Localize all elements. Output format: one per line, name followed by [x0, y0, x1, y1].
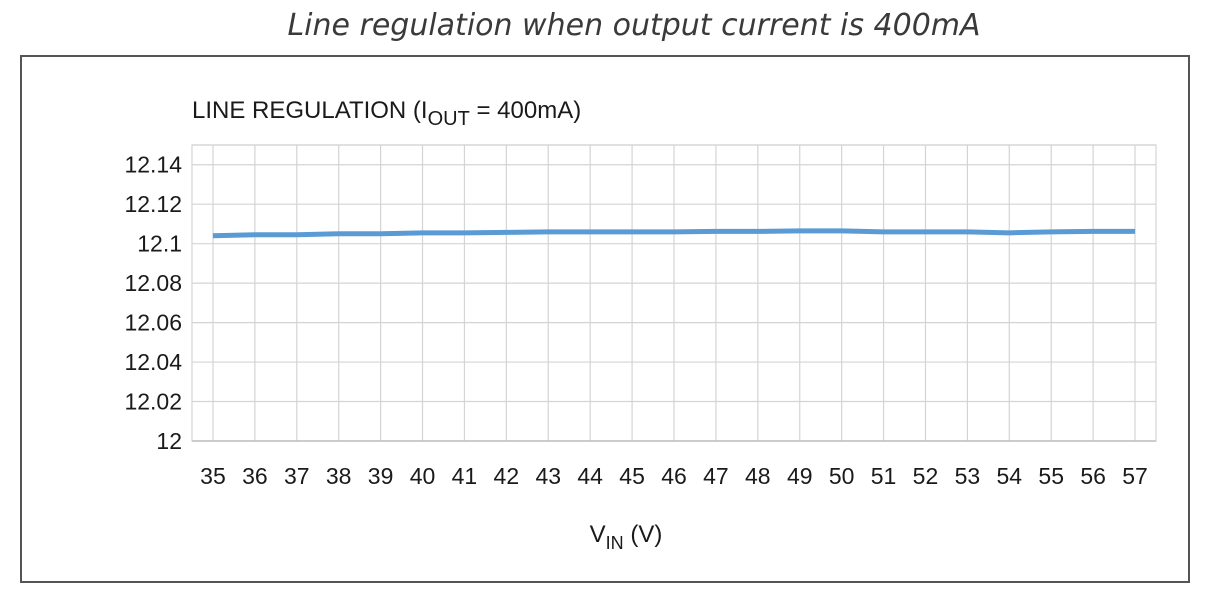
- x-tick-label: 39: [368, 463, 394, 489]
- chart-grid: [191, 144, 1157, 442]
- x-tick-label: 55: [1038, 463, 1064, 489]
- y-axis-ticks: 12 12.02 12.04 12.06 12.08 12.1 12.12 12.14: [124, 152, 182, 454]
- x-tick-label: 41: [452, 463, 478, 489]
- y-tick-label: 12: [156, 428, 182, 454]
- x-tick-label: 36: [242, 463, 268, 489]
- x-tick-label: 44: [577, 463, 603, 489]
- y-tick-label: 12.02: [124, 389, 182, 415]
- y-tick-label: 12.1: [137, 231, 182, 257]
- x-tick-label: 46: [661, 463, 687, 489]
- chart-title: LINE REGULATION (IOUT = 400mA): [192, 97, 581, 130]
- x-tick-label: 50: [829, 463, 855, 489]
- y-tick-label: 12.04: [124, 349, 182, 375]
- x-tick-label: 51: [871, 463, 897, 489]
- chart-frame: [20, 55, 1190, 583]
- x-tick-label: 52: [913, 463, 939, 489]
- x-tick-label: 43: [535, 463, 561, 489]
- x-tick-label: 38: [326, 463, 352, 489]
- x-tick-label: 37: [284, 463, 310, 489]
- x-tick-label: 35: [200, 463, 226, 489]
- x-tick-label: 53: [955, 463, 981, 489]
- x-tick-label: 57: [1122, 463, 1148, 489]
- x-tick-label: 47: [703, 463, 729, 489]
- x-tick-label: 42: [494, 463, 520, 489]
- y-tick-label: 12.12: [124, 191, 182, 217]
- y-tick-label: 12.06: [124, 310, 182, 336]
- series-line: [212, 228, 1136, 239]
- x-tick-label: 40: [410, 463, 436, 489]
- x-tick-label: 45: [619, 463, 645, 489]
- x-tick-label: 48: [745, 463, 771, 489]
- x-tick-label: 54: [997, 463, 1023, 489]
- x-axis-ticks: 35 36 37 38 39 40 41 42 43 44 45 46 47 48 49 50 51 52 53 54…: [200, 463, 1148, 489]
- figure-caption: Line regulation when output current is 4…: [287, 8, 981, 43]
- x-tick-label: 56: [1080, 463, 1106, 489]
- y-tick-label: 12.14: [124, 152, 182, 178]
- x-tick-label: 49: [787, 463, 813, 489]
- x-axis-label: VIN (V): [590, 521, 663, 553]
- series-layer: [212, 228, 1136, 239]
- y-tick-label: 12.08: [124, 270, 182, 296]
